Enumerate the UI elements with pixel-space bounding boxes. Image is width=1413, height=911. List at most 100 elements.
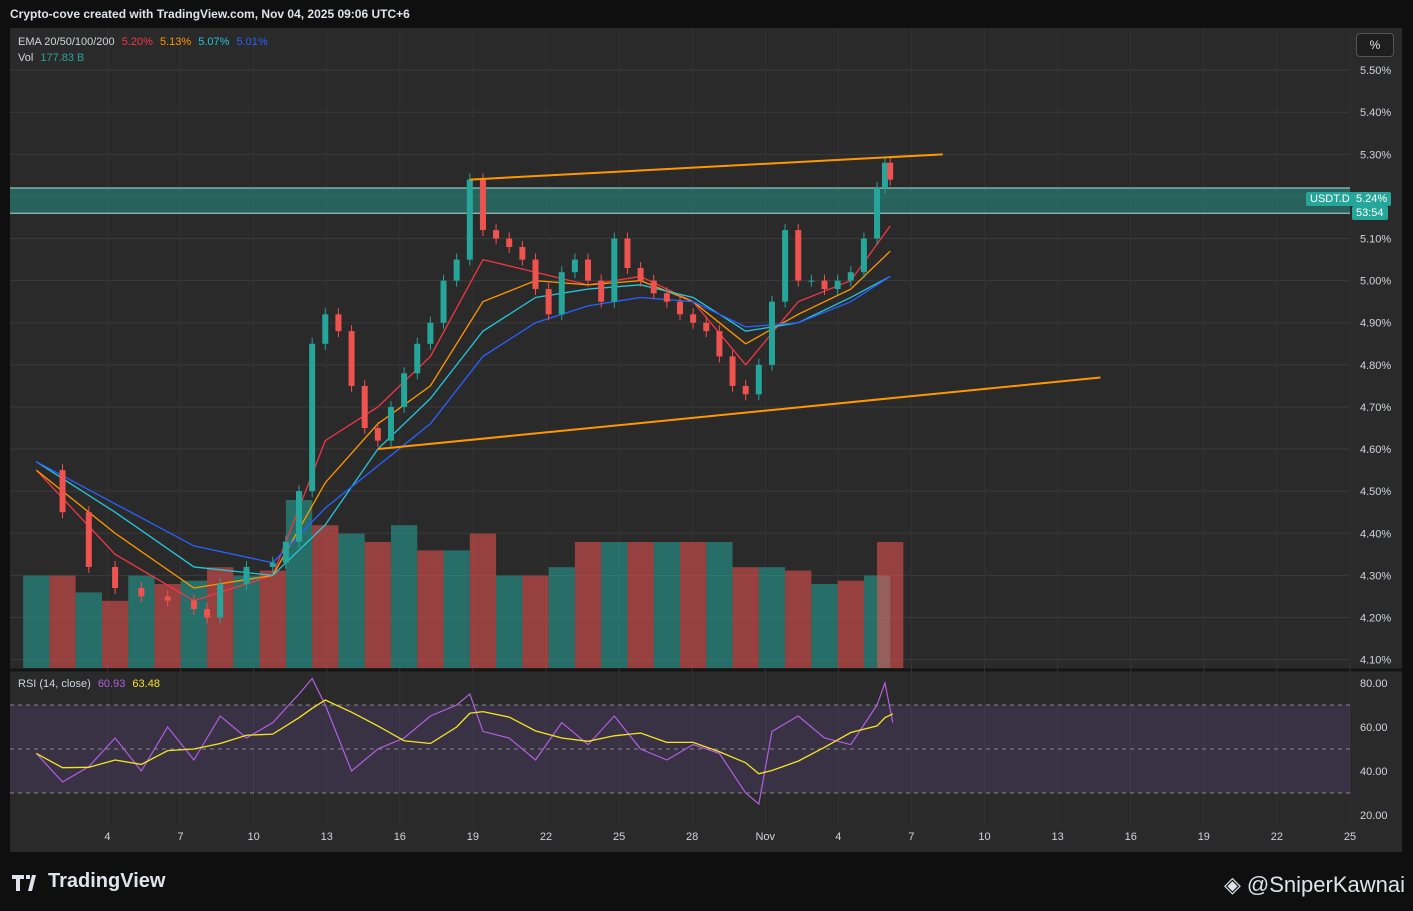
rsi-legend-label: RSI (14, close) [18,678,91,690]
volume-bar [706,542,733,668]
candle-body [874,188,881,239]
time-tick-label: Nov [755,831,775,843]
time-tick-label: 4 [104,831,110,843]
binance-icon: ◈ [1223,872,1241,897]
candle-body [519,246,526,260]
price-tick-label: 5.00% [1360,276,1391,288]
ema-100-value: 5.07% [198,36,230,48]
candle-body [677,301,683,315]
rsi-band [10,705,1350,793]
candle-body [598,280,605,302]
volume-bar [877,542,904,668]
volume-bar [653,542,680,668]
candle-body [440,280,447,323]
candle-body [217,583,224,618]
tradingview-logo[interactable]: TradingView [12,870,165,893]
time-tick-label: 19 [1198,831,1210,843]
volume-bar [496,575,523,668]
rsi-tick-label: 80.00 [1360,678,1388,690]
candle-body [335,314,342,332]
time-tick-label: 4 [835,831,841,843]
last-price-tag: 5.24% [1352,192,1392,206]
ema-line-20 [35,225,891,602]
candle-body [690,314,697,323]
volume-bar [627,542,654,668]
chart-caption: Crypto-cove created with TradingView.com… [10,7,410,21]
candle-body [506,238,513,247]
candle-body [190,600,197,610]
tradingview-logo-icon [12,874,36,891]
candle-body [663,293,670,302]
volume-bar [312,525,339,668]
candle-body [309,343,316,492]
author-credit: ◈ @SniperKawnai [1224,872,1405,898]
candle-body [768,301,775,365]
resistance-trendline [469,153,943,181]
price-tick-label: 4.10% [1360,655,1391,667]
candle-body [637,268,644,281]
price-tick-label: 5.40% [1360,107,1391,119]
volume-bar [469,533,497,668]
candle-body [782,230,789,302]
price-tick-label: 5.10% [1360,234,1391,246]
candle-body [834,280,841,290]
candle-body [374,428,381,441]
candle-body [466,179,473,260]
author-handle: @SniperKawnai [1246,872,1405,897]
candle-body [493,230,500,239]
tradingview-brand: TradingView [48,870,166,892]
volume-bar [443,550,470,668]
candle-body [742,385,749,395]
price-tick-label: 4.90% [1360,318,1391,330]
volume-bar [522,575,549,668]
time-tick-label: 25 [1344,831,1356,843]
time-tick-label: 7 [177,831,183,843]
volume-bar [390,525,418,668]
candle-body [532,259,539,290]
price-tick-label: 4.80% [1360,360,1391,372]
candle-body [387,406,394,441]
price-tick-label: 4.50% [1360,486,1391,498]
price-tick-label: 4.60% [1360,444,1391,456]
chart-panel[interactable] [10,28,1350,852]
volume-bar [574,542,602,668]
price-tick-label: 4.30% [1360,570,1391,582]
rsi-legend: RSI (14, close) 60.93 63.48 [18,678,164,690]
volume-legend-label: Vol [18,52,34,64]
volume-bar [548,567,575,668]
candle-body [112,566,119,588]
percent-scale-button[interactable]: % [1356,33,1394,57]
price-axis-background [1350,28,1402,852]
volume-bar [758,567,786,668]
time-tick-label: 16 [394,831,406,843]
time-tick-label: 13 [1052,831,1064,843]
candle-body [808,280,815,282]
volume-bar [785,570,812,668]
time-tick-label: 28 [686,831,698,843]
ema-20-value: 5.20% [121,36,153,48]
price-tick-label: 5.30% [1360,149,1391,161]
ema-legend-label: EMA 20/50/100/200 [18,36,115,48]
ema-50-value: 5.13% [159,36,192,48]
ema-line-200 [35,275,891,564]
rsi-tick-label: 60.00 [1360,722,1388,734]
candle-body [427,322,434,344]
volume-bar [680,542,707,668]
volume-bar [601,542,628,668]
volume-legend: Vol 177.83 B [18,52,88,64]
candle-body [545,289,552,315]
volume-bar [364,542,391,668]
candle-body [361,385,368,428]
candle-body [269,562,276,567]
volume-bar [233,575,260,668]
price-tick-label: 4.70% [1360,402,1391,414]
candle-body [611,238,618,302]
rsi-tick-label: 40.00 [1360,766,1388,778]
candle-body [243,566,250,584]
volume-bar [837,580,864,668]
candle-body [322,314,329,344]
candle-body [729,356,736,386]
time-tick-label: 10 [978,831,990,843]
candle-body [414,343,421,374]
